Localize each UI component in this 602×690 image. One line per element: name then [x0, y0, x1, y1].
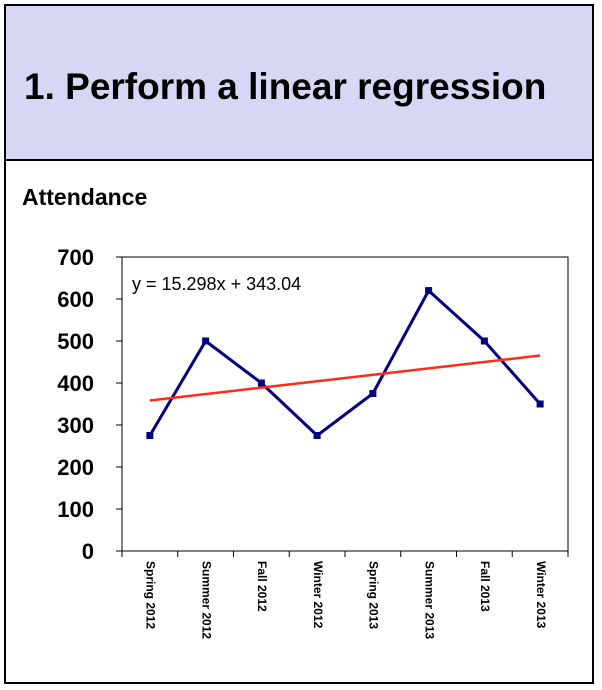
data-point — [369, 390, 377, 397]
trendline — [149, 354, 541, 402]
y-tick-label: 0 — [82, 539, 94, 564]
data-point — [202, 337, 210, 345]
x-tick-label: Summer 2013 — [422, 561, 436, 639]
x-tick-label: Fall 2012 — [255, 561, 269, 612]
y-tick-label: 100 — [57, 497, 94, 522]
x-tick-label: Winter 2013 — [534, 561, 548, 629]
x-tick-label: Spring 2012 — [144, 561, 158, 629]
trendline-equation: y = 15.298x + 343.04 — [132, 274, 301, 294]
data-point — [146, 432, 154, 439]
y-tick-label: 500 — [57, 329, 94, 354]
section-label: Attendance — [22, 184, 148, 210]
slide-title: 1. Perform a linear regression — [24, 66, 547, 107]
y-tick-label: 600 — [57, 287, 94, 312]
x-tick-label: Fall 2013 — [478, 561, 492, 612]
y-tick-label: 200 — [57, 455, 94, 480]
data-point — [536, 400, 544, 408]
x-tick-label: Spring 2013 — [367, 561, 381, 629]
y-tick-label: 700 — [57, 245, 94, 270]
plot-area — [121, 256, 569, 552]
y-tick-label: 300 — [57, 413, 94, 438]
series-line — [148, 289, 542, 437]
y-tick-label: 400 — [57, 371, 94, 396]
data-point — [257, 379, 265, 387]
data-point — [313, 432, 321, 439]
title-band: 1. Perform a linear regression — [6, 6, 592, 161]
data-point — [480, 337, 488, 345]
slide: 1. Perform a linear regression Attendanc… — [4, 4, 594, 684]
data-point — [425, 287, 433, 295]
x-tick-label: Winter 2012 — [311, 561, 325, 629]
x-tick-label: Summer 2012 — [199, 561, 213, 639]
